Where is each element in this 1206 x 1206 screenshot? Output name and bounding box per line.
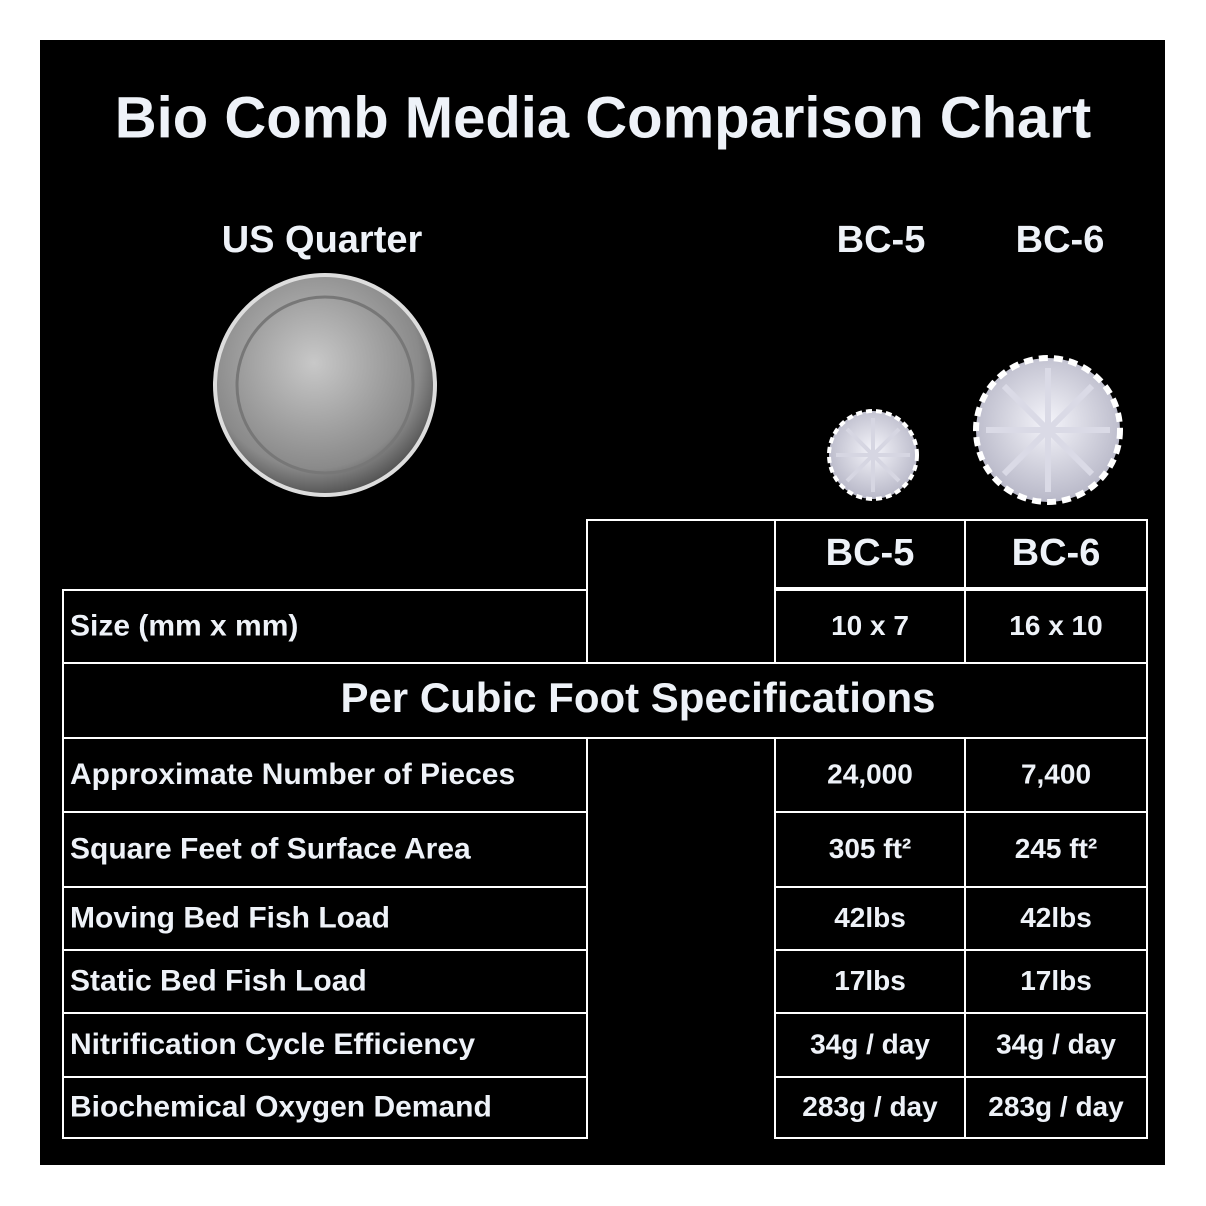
row-value: 16 x 10 [1009,610,1102,641]
bc5-image [827,409,919,501]
row-value: 283g / day [802,1091,938,1122]
section-title: Per Cubic Foot Specifications [340,674,935,721]
row-value: 17lbs [834,965,906,996]
row-value: 283g / day [988,1091,1124,1122]
row-value: 34g / day [996,1028,1116,1059]
table-cell [964,1076,1148,1139]
column-header: BC-5 [826,532,915,574]
row-value: 24,000 [827,758,913,789]
row-value: 7,400 [1021,758,1091,789]
row-value: 10 x 7 [831,610,909,641]
title: Bio Comb Media Comparison Chart [115,85,1091,150]
row-label: Square Feet of Surface Area [70,832,471,865]
row-label: Size (mm x mm) [70,609,298,642]
table-cell [62,1076,588,1139]
bc6-image [973,355,1123,505]
image-label: BC-6 [1016,219,1105,261]
row-value: 17lbs [1020,965,1092,996]
column-header: BC-6 [1012,532,1101,574]
table-cell [62,662,1148,739]
row-label: Static Bed Fish Load [70,964,367,997]
row-label: Approximate Number of Pieces [70,758,515,791]
coin-image [213,273,437,497]
row-label: Moving Bed Fish Load [70,901,390,934]
row-value: 245 ft² [1015,833,1097,864]
image-label: BC-5 [837,219,926,261]
panel [40,40,1165,1165]
table: BC-5 BC-6 Size (mm x mm) 10 x 7 16 x 10 Per C… [62,519,1148,1139]
row-label: Nitrification Cycle Efficiency [70,1028,475,1061]
image-label: US Quarter [222,219,423,261]
table-cell [964,519,1148,589]
row-value: 42lbs [834,902,906,933]
row-value: 34g / day [810,1028,930,1059]
row-value: 305 ft² [829,833,911,864]
row-value: 42lbs [1020,902,1092,933]
row-label: Biochemical Oxygen Demand [70,1090,492,1123]
